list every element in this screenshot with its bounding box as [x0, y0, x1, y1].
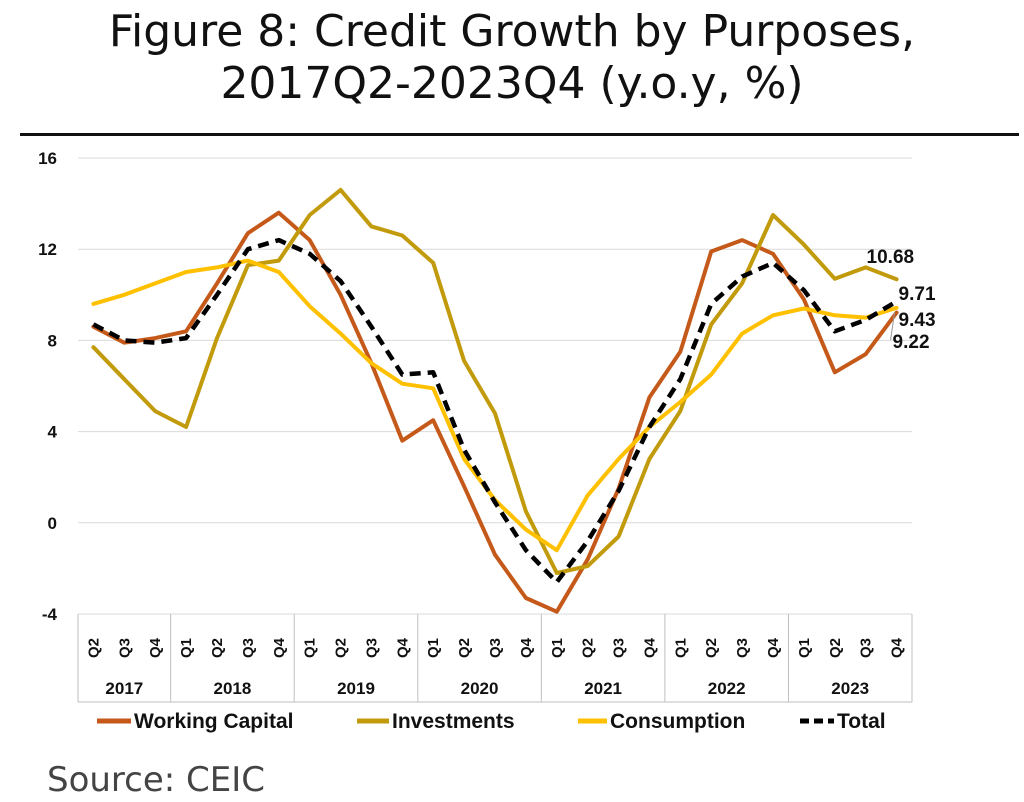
line-chart: -4 0 4 8 12 16 Q2 Q3 Q4 Q1 Q2 Q3 Q4 Q1 Q2 Q3 Q4 Q1 Q2 Q3 Q4… — [38, 149, 936, 733]
x-tick-label: Q4 — [394, 637, 411, 658]
x-tick-label: Q3 — [116, 638, 133, 658]
y-tick-label: 16 — [38, 149, 57, 168]
series-line-total — [92, 237, 898, 585]
x-tick-label: Q3 — [363, 638, 380, 658]
year-label: 2017 — [105, 679, 143, 698]
legend: Working Capital Investments Consumption Tot… — [97, 710, 886, 733]
y-tick-label: 4 — [48, 423, 58, 442]
data-labels: 9.22 10.68 9.43 9.71 — [867, 247, 936, 353]
x-tick-label: Q2 — [333, 638, 350, 658]
data-label-investments: 10.68 — [867, 247, 915, 268]
x-tick-label: Q1 — [549, 638, 566, 658]
x-axis: Q2 Q3 Q4 Q1 Q2 Q3 Q4 Q1 Q2 Q3 Q4 Q1 Q2 Q3 Q4 Q1 Q2 Q3 Q4 Q1… — [77, 614, 913, 703]
x-tick-label: Q2 — [827, 638, 844, 658]
data-label-leader — [890, 312, 896, 341]
series-line-investments — [91, 187, 899, 575]
year-label: 2022 — [708, 679, 746, 698]
chart-title-line-2: 2017Q2-2023Q4 (y.o.y, %) — [220, 58, 804, 109]
legend-label: Consumption — [610, 710, 745, 733]
x-tick-label: Q2 — [703, 638, 720, 658]
y-tick-label: -4 — [42, 605, 58, 624]
legend-item: Investments — [357, 710, 515, 733]
y-tick-label: 0 — [48, 514, 57, 533]
x-tick-label: Q4 — [889, 637, 906, 658]
x-tick-label: Q1 — [672, 638, 689, 658]
legend-label: Working Capital — [134, 710, 293, 733]
legend-label: Total — [837, 710, 886, 733]
y-axis: -4 0 4 8 12 16 — [38, 149, 57, 624]
x-tick-label: Q4 — [271, 637, 288, 658]
x-tick-label: Q3 — [858, 638, 875, 658]
legend-item: Consumption — [578, 710, 745, 733]
x-tick-label: Q2 — [580, 638, 597, 658]
x-tick-label: Q4 — [641, 637, 658, 658]
series-line-consumption — [91, 258, 899, 553]
legend-label: Investments — [392, 710, 515, 733]
x-tick-label: Q1 — [425, 638, 442, 658]
year-label: 2021 — [584, 679, 622, 698]
year-label: 2018 — [214, 679, 252, 698]
data-label-total: 9.71 — [899, 284, 936, 305]
year-label: 2023 — [831, 679, 869, 698]
source-note: Source: CEIC — [47, 760, 266, 800]
x-tick-label: Q2 — [209, 638, 226, 658]
y-tick-label: 8 — [48, 331, 57, 350]
x-tick-label: Q3 — [611, 638, 628, 658]
x-tick-label: Q4 — [518, 637, 535, 658]
chart-title-line-1: Figure 8: Credit Growth by Purposes, — [108, 6, 916, 57]
y-tick-label: 12 — [38, 240, 57, 259]
x-tick-label: Q1 — [302, 638, 319, 658]
data-label-consumption: 9.43 — [899, 310, 936, 331]
x-tick-label: Q4 — [765, 637, 782, 658]
chart-title: Figure 8: Credit Growth by Purposes, 201… — [0, 6, 1024, 110]
x-tick-label: Q3 — [487, 638, 504, 658]
legend-item: Total — [800, 710, 886, 733]
x-tick-label: Q1 — [796, 638, 813, 658]
series-lines — [91, 187, 899, 614]
year-label: 2020 — [461, 679, 499, 698]
data-label-working-capital: 9.22 — [893, 332, 930, 353]
x-tick-label: Q2 — [85, 638, 102, 658]
x-tick-label: Q1 — [178, 638, 195, 658]
x-tick-label: Q3 — [734, 638, 751, 658]
x-tick-label: Q3 — [240, 638, 257, 658]
title-divider — [20, 133, 1019, 136]
x-tick-label: Q4 — [147, 637, 164, 658]
legend-item: Working Capital — [97, 710, 293, 733]
x-tick-label: Q2 — [456, 638, 473, 658]
year-label: 2019 — [337, 679, 375, 698]
